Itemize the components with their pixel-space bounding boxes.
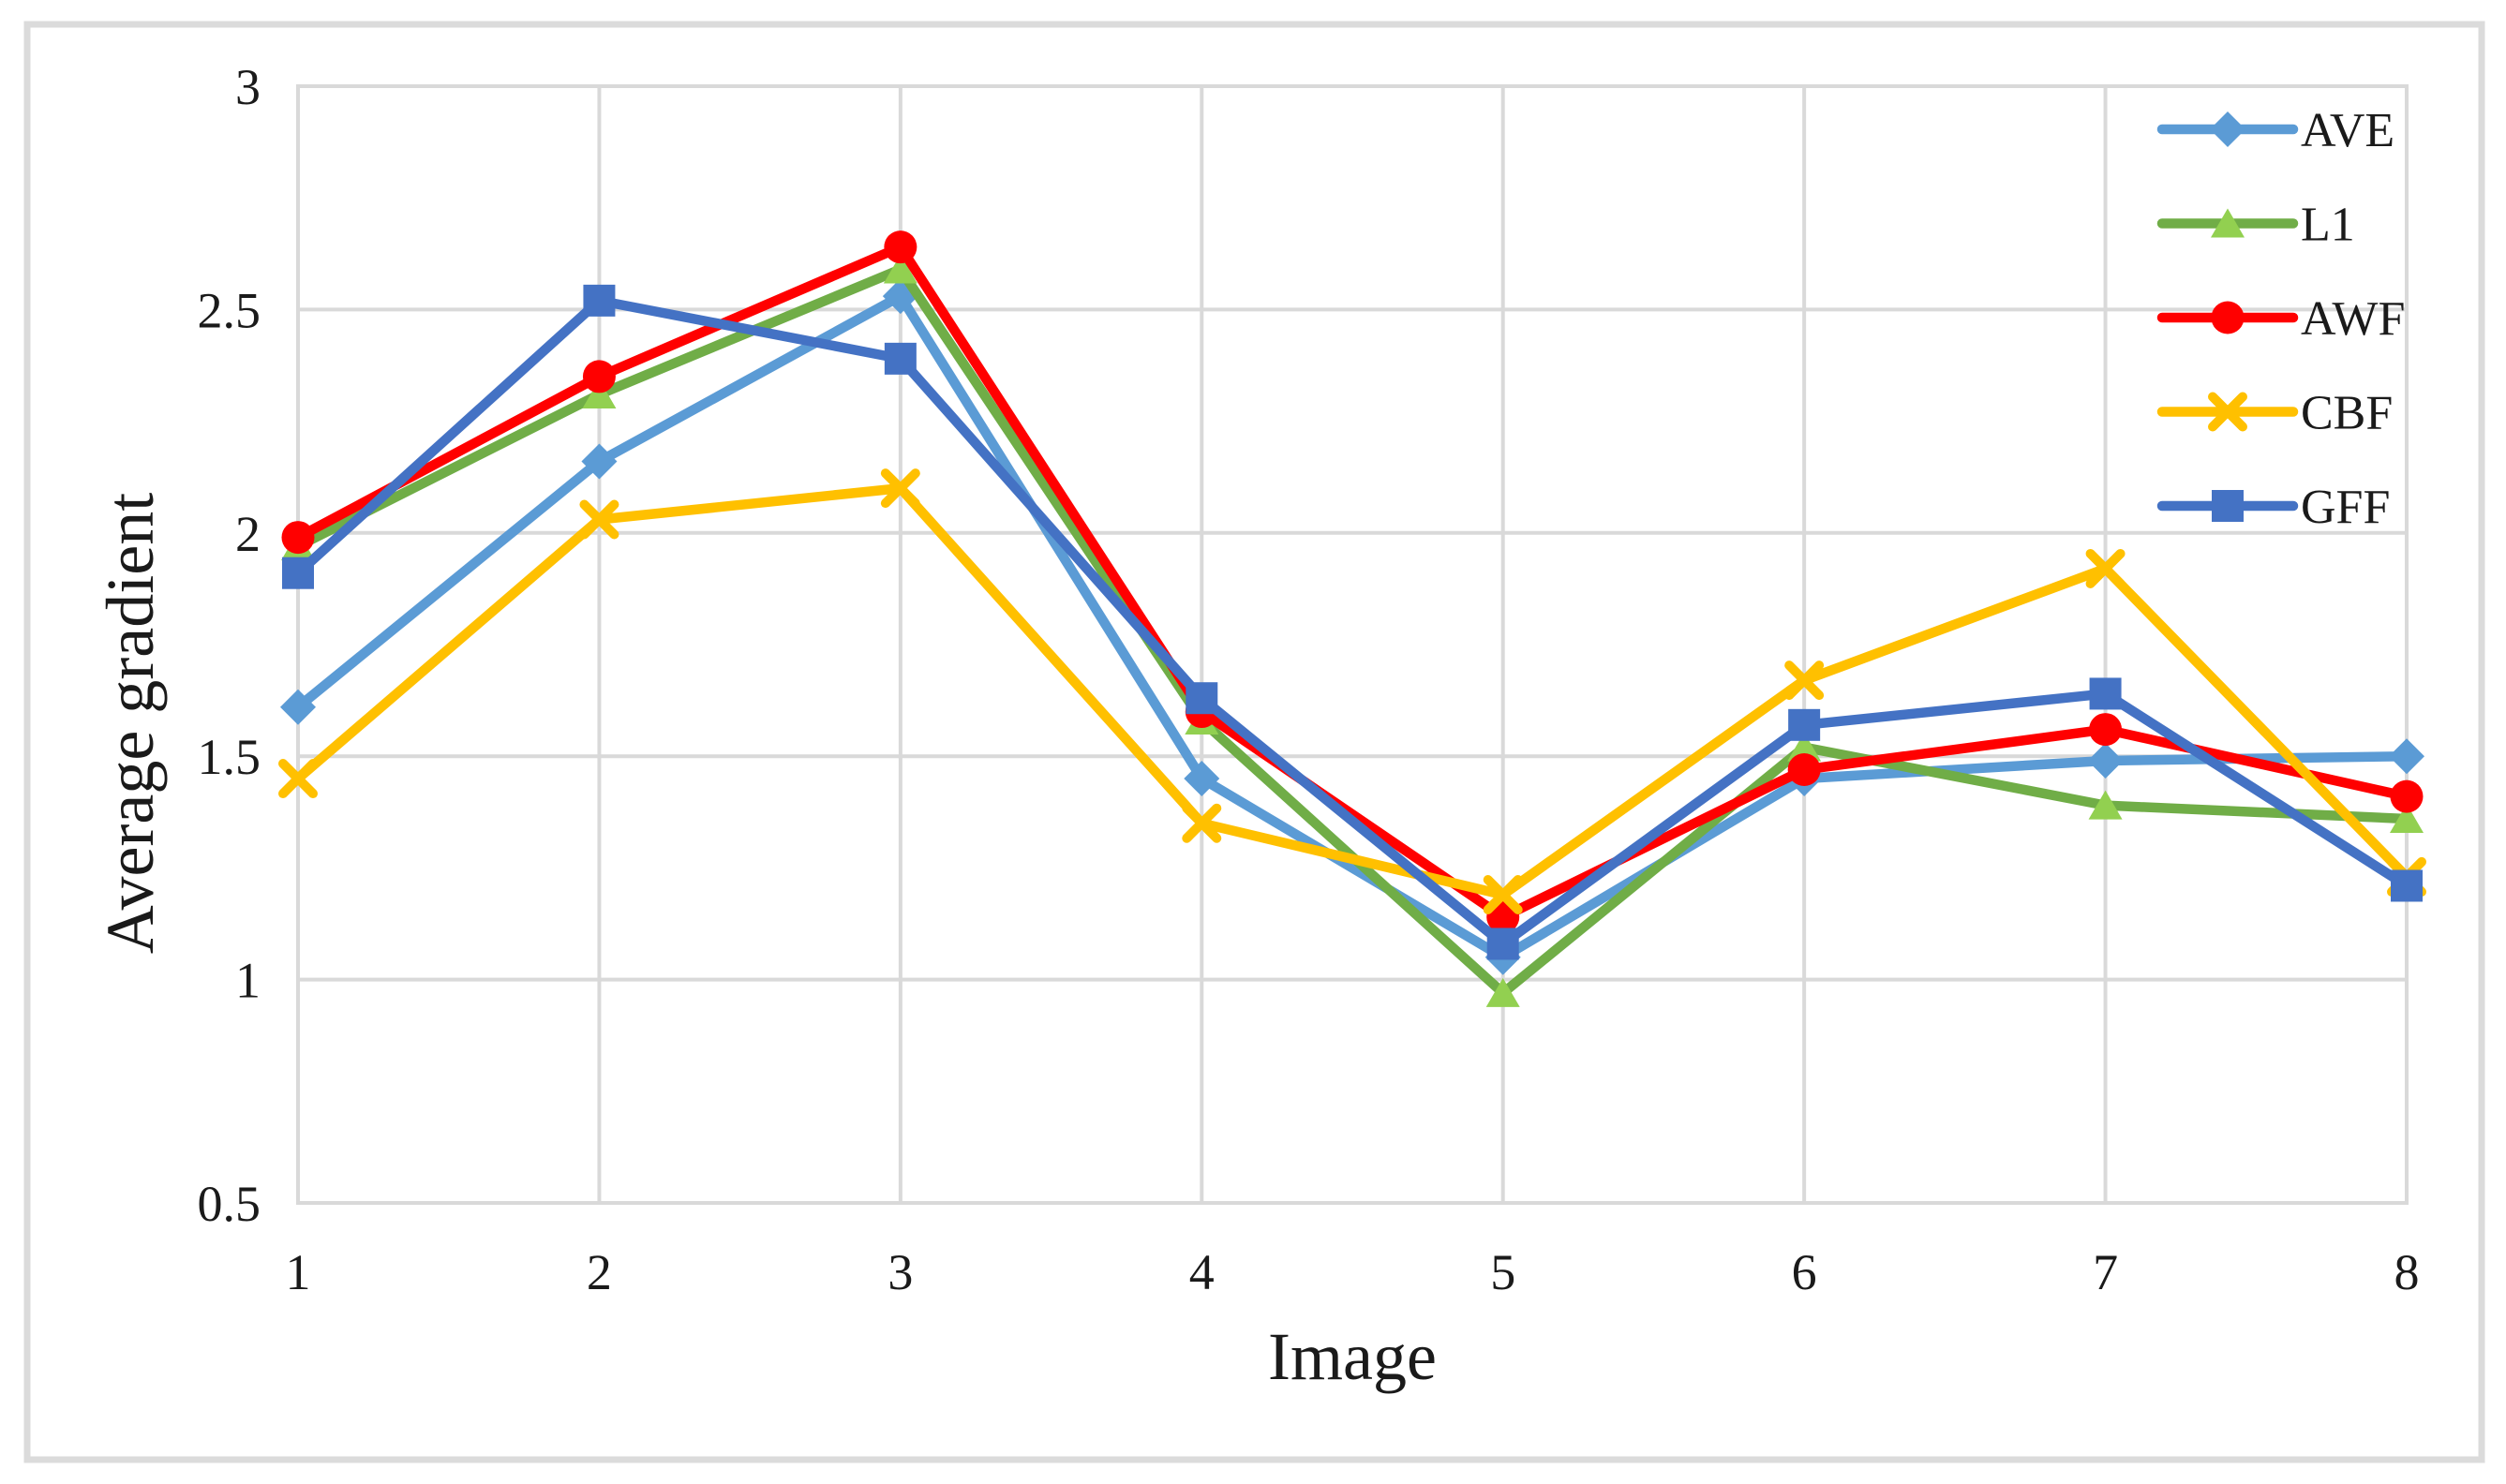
x-tick-label: 1: [286, 1244, 311, 1300]
series-GFF-marker-8: [2391, 869, 2423, 902]
grid: [296, 84, 2409, 1205]
legend-label: GFF: [2301, 481, 2390, 534]
series-GFF-line: [292, 295, 2412, 949]
x-tick-label: 3: [888, 1244, 913, 1300]
series-GFF-marker-5: [1486, 928, 1519, 960]
x-tick-label: 8: [2394, 1244, 2420, 1300]
legend-label: L1: [2301, 199, 2355, 252]
legend-item-GFF: GFF: [2156, 481, 2390, 534]
x-axis-ticks: 1 2 3 4 5 6 7 8: [286, 1244, 2420, 1300]
legend-label: AWF: [2301, 292, 2405, 346]
legend-item-L1: L1: [2156, 199, 2355, 252]
series-CBF-marker-5: [1483, 875, 1523, 915]
legend-marker-x-icon: [2208, 392, 2247, 432]
x-tick-label: 2: [587, 1244, 612, 1300]
series-L1-marker-3: [883, 254, 917, 284]
series-AWF-marker-8: [2390, 779, 2424, 813]
legend-label: AVE: [2301, 104, 2394, 157]
series-AVE-marker-8: [2389, 738, 2424, 775]
x-tick-label: 5: [1490, 1244, 1515, 1300]
series-CBF-marker-6: [1784, 660, 1825, 701]
series-AVE-marker-2: [581, 443, 618, 480]
legend-item-AWF: AWF: [2156, 292, 2405, 346]
series-L1-marker-8: [2390, 803, 2424, 833]
series-L1-marker-6: [1787, 732, 1822, 762]
series-L1-marker-7: [2088, 790, 2123, 820]
series-GFF: [282, 284, 2423, 960]
legend-label: CBF: [2301, 387, 2393, 440]
series-CBF-marker-3: [880, 468, 920, 509]
series-CBF-marker-1: [278, 759, 318, 799]
series-AWF-marker-2: [582, 360, 616, 393]
series-L1-marker-2: [582, 378, 617, 408]
plot-border: [296, 84, 2409, 1205]
y-tick-label: 2.5: [198, 282, 261, 338]
x-tick-label: 6: [1792, 1244, 1817, 1300]
series-GFF-marker-6: [1788, 708, 1821, 741]
y-tick-label: 0.5: [198, 1176, 261, 1232]
series-AWF-line: [292, 242, 2412, 923]
series-GFF-marker-2: [583, 284, 616, 317]
y-tick-label: 1.5: [198, 729, 261, 785]
series-GFF-marker-1: [282, 556, 314, 589]
series-AVE-marker-4: [1184, 761, 1220, 797]
legend-marker-diamond-icon: [2210, 111, 2245, 147]
series-layer: [278, 230, 2426, 1007]
x-tick-label: 4: [1189, 1244, 1215, 1300]
series-AWF-marker-1: [281, 521, 315, 555]
series-AVE-line: [292, 290, 2412, 963]
series-L1-marker-5: [1485, 977, 1520, 1007]
series-AWF-marker-7: [2089, 713, 2123, 747]
series-AWF-marker-3: [884, 230, 917, 264]
y-tick-label: 2: [235, 506, 261, 562]
series-AVE-marker-7: [2087, 742, 2124, 779]
series-CBF-marker-4: [1182, 803, 1222, 843]
y-axis-title: Average gradient: [93, 493, 168, 954]
figure-border: [23, 21, 2485, 1463]
series-GFF-marker-3: [884, 342, 917, 375]
y-tick-label: 1: [235, 953, 261, 1009]
series-GFF-marker-7: [2089, 677, 2122, 710]
legend: AVE L1 AWF CBF GFF: [2156, 104, 2405, 534]
x-tick-label: 7: [2093, 1244, 2118, 1300]
legend-marker-circle-icon: [2211, 301, 2245, 334]
series-CBF-marker-2: [579, 499, 619, 540]
y-axis-ticks: 3 2.5 2 1.5 1 0.5: [198, 59, 261, 1232]
series-AWF: [281, 230, 2424, 934]
series-GFF-marker-4: [1186, 682, 1218, 715]
legend-marker-triangle-icon: [2211, 208, 2245, 238]
legend-item-AVE: AVE: [2156, 104, 2394, 157]
legend-item-CBF: CBF: [2156, 387, 2393, 440]
series-AVE: [280, 278, 2424, 975]
series-AVE-marker-1: [280, 689, 316, 725]
y-tick-label: 3: [235, 59, 261, 115]
series-CBF: [278, 468, 2426, 915]
legend-marker-square-icon: [2212, 490, 2244, 522]
series-CBF-line: [292, 482, 2412, 900]
series-AWF-marker-6: [1787, 753, 1821, 787]
x-axis-title: Image: [1268, 1319, 1437, 1394]
series-CBF-marker-7: [2085, 548, 2126, 588]
